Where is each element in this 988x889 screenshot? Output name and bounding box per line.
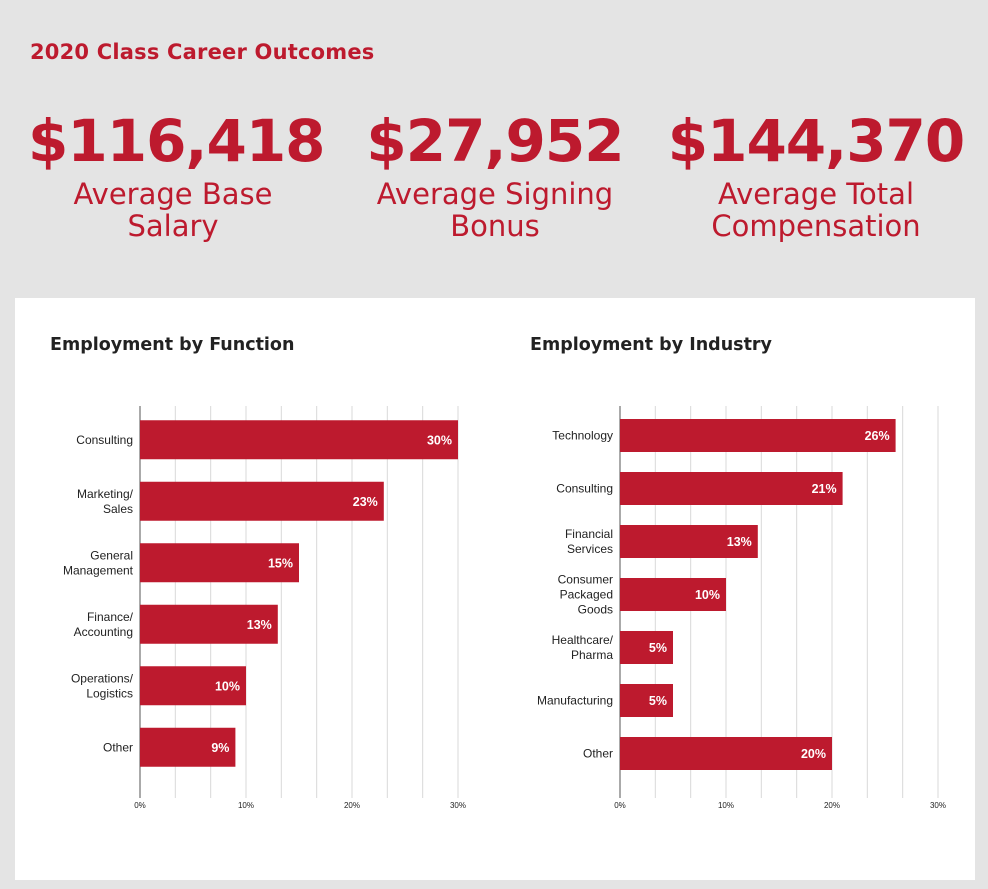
bar-industry xyxy=(620,737,832,770)
bar-industry xyxy=(620,684,673,717)
bar-industry xyxy=(620,578,726,611)
bar-value-label: 26% xyxy=(865,429,890,443)
bar-value-label: 10% xyxy=(695,588,720,602)
bar-function xyxy=(140,481,384,521)
bar-industry xyxy=(620,631,673,664)
bar-function xyxy=(140,543,299,583)
bar-value-label: 15% xyxy=(268,556,293,570)
category-label: Operations/ xyxy=(71,671,134,685)
category-label: Packaged xyxy=(560,588,613,602)
stat-label: Average Total Compensation xyxy=(666,178,966,242)
stat-label-line: Salary xyxy=(127,209,219,243)
bar-value-label: 10% xyxy=(215,679,240,693)
stat-label-line: Compensation xyxy=(711,209,921,243)
category-label: Management xyxy=(63,563,134,577)
bar-value-label: 13% xyxy=(247,618,272,632)
stat-value: $144,370 xyxy=(667,107,966,175)
bar-industry xyxy=(620,419,896,452)
category-label: Manufacturing xyxy=(537,694,613,708)
stat-label-line: Bonus xyxy=(450,209,540,243)
stat-value: $116,418 xyxy=(28,107,326,175)
bar-function xyxy=(140,727,236,767)
bar-value-label: 13% xyxy=(727,535,752,549)
category-label: Consumer xyxy=(558,573,613,587)
category-label: Services xyxy=(567,542,613,556)
category-label: Consulting xyxy=(76,433,133,447)
category-label: General xyxy=(90,548,133,562)
chart-title-industry: Employment by Industry xyxy=(530,335,772,355)
x-tick-label: 0% xyxy=(614,801,626,810)
stat-label-line: Average Signing xyxy=(376,177,614,211)
page-heading: 2020 Class Career Outcomes xyxy=(30,40,375,64)
bar-value-label: 20% xyxy=(801,747,826,761)
bar-function xyxy=(140,666,246,706)
category-label: Technology xyxy=(552,429,613,443)
stat-label-line: Average Total xyxy=(717,177,915,211)
stat-total-compensation: $144,370 Average Total Compensation xyxy=(666,112,966,242)
stat-signing-bonus: $27,952 Average Signing Bonus xyxy=(350,112,640,242)
x-tick-label: 20% xyxy=(824,801,840,810)
stat-label-line: Average Base xyxy=(73,177,273,211)
category-label: Finance/ xyxy=(87,610,134,624)
bar-value-label: 5% xyxy=(649,694,667,708)
bar-function xyxy=(140,604,278,644)
bar-value-label: 9% xyxy=(211,741,229,755)
category-label: Accounting xyxy=(74,625,133,639)
x-tick-label: 0% xyxy=(134,801,146,810)
industry-bar-chart: 0% 10% 20% 30% 26% Technology 21% Consulting 13%… xyxy=(537,406,946,810)
bar-industry xyxy=(620,472,843,505)
category-label: Pharma xyxy=(571,648,613,662)
stat-label: Average Base Salary xyxy=(28,178,318,242)
category-label: Goods xyxy=(578,603,613,617)
stat-value: $27,952 xyxy=(366,107,624,175)
category-label: Other xyxy=(583,747,613,761)
category-label: Healthcare/ xyxy=(552,633,614,647)
category-label: Other xyxy=(103,740,133,754)
bar-industry xyxy=(620,525,758,558)
x-tick-label: 10% xyxy=(238,801,254,810)
category-label: Consulting xyxy=(556,482,613,496)
bar-value-label: 23% xyxy=(353,495,378,509)
category-label: Sales xyxy=(103,502,133,516)
stat-base-salary: $116,418 Average Base Salary xyxy=(28,107,326,242)
function-bar-chart: 0% 10% 20% 30% 30% Consulting 23% Marketing/Sal… xyxy=(63,406,466,810)
chart-title-function: Employment by Function xyxy=(50,335,295,355)
stat-label: Average Signing Bonus xyxy=(350,178,640,242)
category-label: Marketing/ xyxy=(77,487,134,501)
charts-panel: Employment by Function Employment by Ind… xyxy=(15,298,975,880)
bar-function xyxy=(140,420,458,460)
category-label: Logistics xyxy=(86,686,133,700)
x-tick-label: 30% xyxy=(450,801,466,810)
category-label: Financial xyxy=(565,527,613,541)
bar-value-label: 5% xyxy=(649,641,667,655)
bar-value-label: 30% xyxy=(427,433,452,447)
x-tick-label: 30% xyxy=(930,801,946,810)
x-tick-label: 10% xyxy=(718,801,734,810)
bar-value-label: 21% xyxy=(812,482,837,496)
x-tick-label: 20% xyxy=(344,801,360,810)
